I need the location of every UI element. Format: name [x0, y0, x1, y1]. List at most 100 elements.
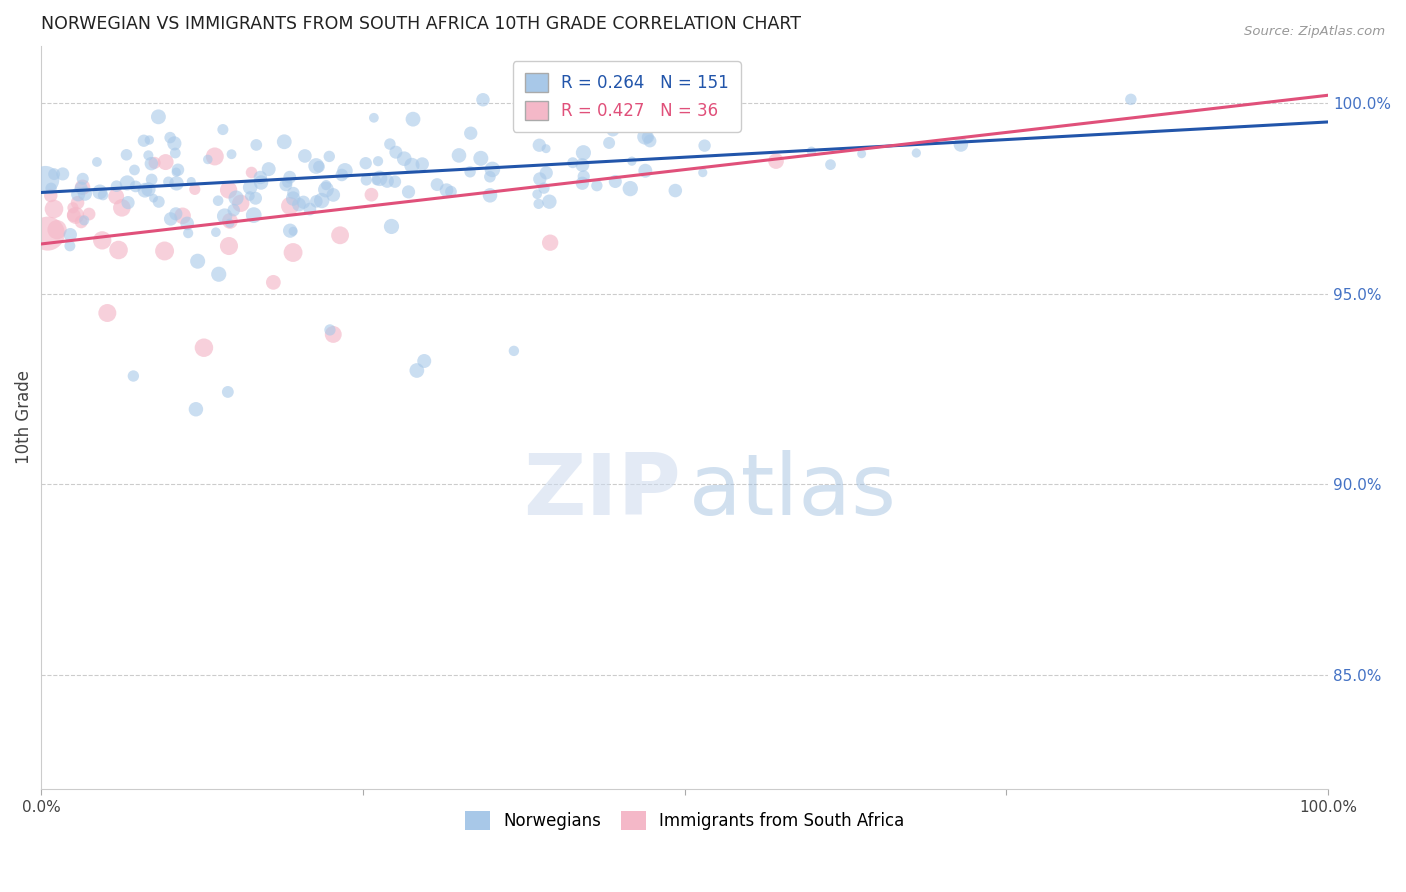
Point — [278, 224, 301, 238]
Point — [72, 171, 94, 186]
Point — [73, 213, 96, 227]
Point — [245, 137, 267, 152]
Point — [283, 186, 305, 200]
Point — [96, 306, 118, 320]
Point — [176, 216, 198, 230]
Point — [117, 176, 139, 190]
Point — [527, 197, 550, 211]
Point — [218, 216, 240, 230]
Point — [851, 146, 873, 161]
Point — [62, 201, 84, 215]
Point — [460, 126, 482, 140]
Text: ZIP: ZIP — [523, 450, 681, 533]
Point — [330, 168, 353, 182]
Point — [105, 179, 128, 194]
Point — [217, 384, 239, 399]
Point — [134, 183, 156, 197]
Point — [366, 173, 388, 187]
Point — [458, 165, 481, 179]
Point — [278, 199, 301, 213]
Point — [65, 208, 87, 222]
Point — [218, 183, 240, 197]
Point — [225, 191, 247, 205]
Point — [637, 130, 659, 145]
Point — [70, 215, 93, 229]
Point — [800, 145, 823, 159]
Point — [305, 159, 328, 173]
Point — [481, 162, 503, 177]
Point — [586, 178, 609, 193]
Point — [294, 149, 316, 163]
Point — [538, 235, 561, 250]
Point — [426, 178, 449, 192]
Point — [664, 184, 686, 198]
Point — [105, 189, 128, 203]
Text: Source: ZipAtlas.com: Source: ZipAtlas.com — [1244, 25, 1385, 38]
Point — [276, 176, 298, 190]
Point — [39, 181, 62, 195]
Point — [411, 157, 433, 171]
Point — [141, 172, 163, 186]
Point — [59, 227, 82, 242]
Point — [214, 209, 236, 223]
Point — [167, 162, 190, 177]
Point — [240, 165, 263, 179]
Point — [52, 167, 75, 181]
Point — [598, 136, 620, 150]
Point — [208, 267, 231, 281]
Point — [619, 181, 641, 195]
Point — [315, 183, 337, 197]
Point — [765, 154, 787, 169]
Point — [360, 187, 382, 202]
Point — [526, 187, 548, 202]
Point — [124, 163, 146, 178]
Point — [138, 182, 160, 196]
Point — [436, 183, 458, 197]
Y-axis label: 10th Grade: 10th Grade — [15, 370, 32, 465]
Point — [536, 166, 558, 180]
Point — [638, 134, 661, 148]
Point — [180, 174, 202, 188]
Point — [70, 181, 93, 195]
Point — [205, 225, 228, 239]
Point — [187, 254, 209, 268]
Point — [634, 163, 657, 178]
Point — [91, 233, 114, 247]
Point — [534, 142, 557, 156]
Point — [107, 243, 129, 257]
Point — [274, 178, 297, 192]
Point — [165, 146, 187, 161]
Point — [470, 151, 492, 165]
Point — [502, 343, 524, 358]
Point — [86, 155, 108, 169]
Point — [250, 176, 273, 190]
Point — [184, 182, 207, 196]
Point — [401, 158, 423, 172]
Point — [46, 222, 69, 236]
Legend: Norwegians, Immigrants from South Africa: Norwegians, Immigrants from South Africa — [458, 804, 911, 837]
Point — [155, 155, 177, 169]
Point — [356, 173, 378, 187]
Point — [242, 208, 264, 222]
Point — [693, 138, 716, 153]
Point — [148, 194, 170, 209]
Point — [538, 194, 561, 209]
Point — [322, 188, 344, 202]
Point — [207, 194, 229, 208]
Point — [159, 130, 181, 145]
Point — [571, 158, 593, 172]
Point — [59, 239, 82, 253]
Point — [204, 149, 226, 163]
Point — [292, 195, 315, 210]
Point — [111, 201, 134, 215]
Point — [115, 148, 138, 162]
Point — [333, 164, 356, 178]
Point — [221, 147, 243, 161]
Point — [143, 156, 166, 170]
Point — [89, 185, 111, 199]
Point — [239, 189, 262, 203]
Point — [363, 111, 385, 125]
Point — [602, 123, 624, 137]
Point — [138, 133, 160, 147]
Point — [820, 158, 842, 172]
